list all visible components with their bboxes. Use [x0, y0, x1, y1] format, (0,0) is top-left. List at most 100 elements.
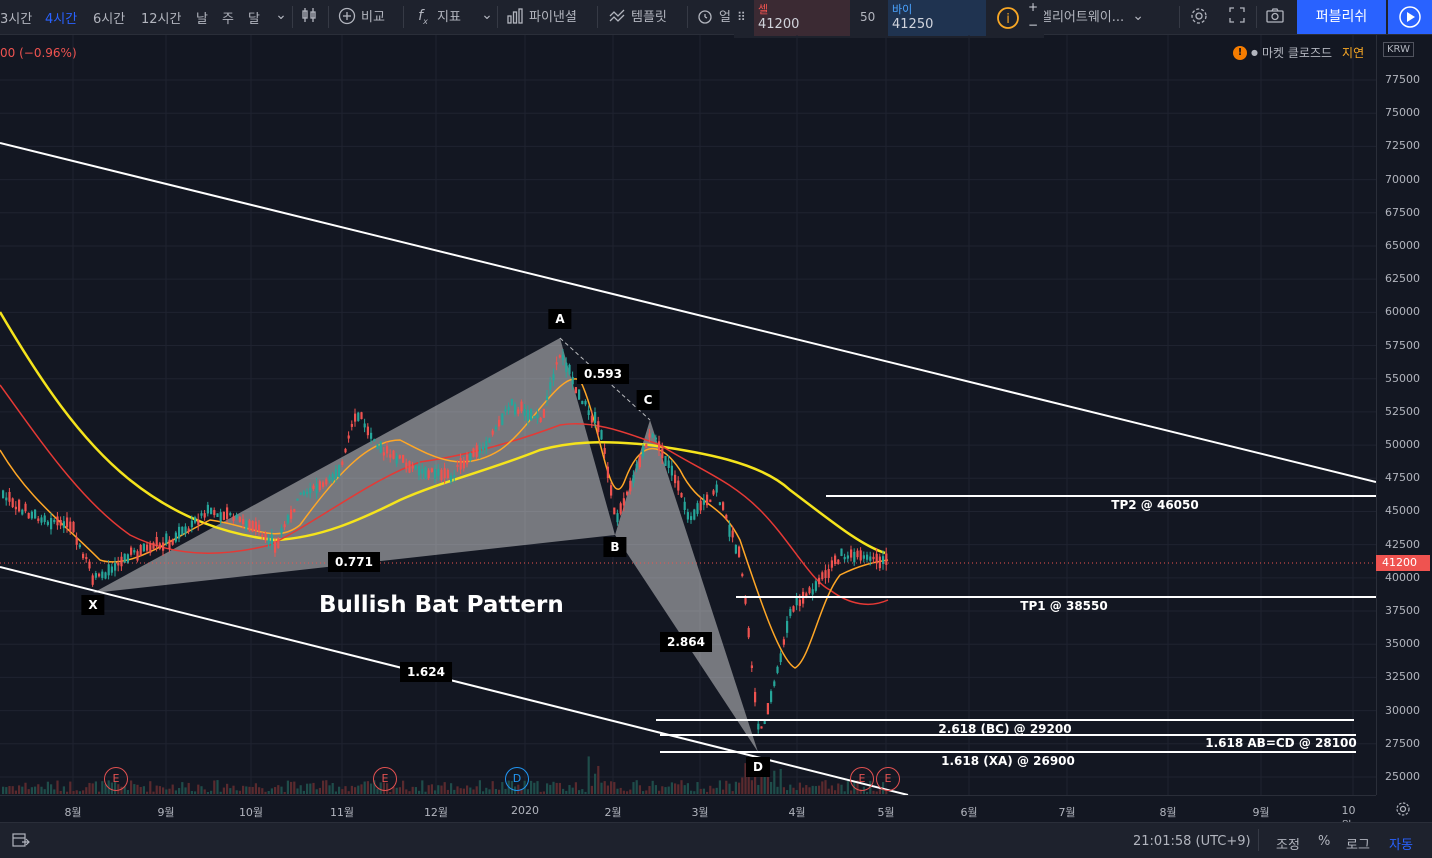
chart-canvas[interactable]	[0, 35, 1376, 795]
price-axis[interactable]: 77500 75000 72500 70000 67500 65000 62500 60000…	[1376, 35, 1432, 795]
candle-body	[46, 521, 49, 525]
play-button[interactable]	[1388, 0, 1432, 34]
volume-bar	[530, 780, 533, 794]
volume-bar	[2, 786, 5, 794]
volume-bar	[475, 786, 478, 794]
candle-body	[574, 387, 577, 394]
volume-bar	[424, 791, 427, 794]
earnings-event-marker[interactable]: E	[876, 767, 900, 791]
dividend-event-marker[interactable]: D	[505, 767, 529, 791]
candle-body	[648, 433, 651, 438]
quantity-plus-button[interactable]: +	[1028, 0, 1039, 14]
volume-bar	[677, 784, 680, 794]
snapshot-button[interactable]	[1265, 6, 1285, 24]
candle-body	[312, 485, 315, 489]
auto-toggle[interactable]: 자동	[1389, 838, 1413, 853]
candle-body	[85, 557, 88, 560]
volume-bar	[798, 782, 801, 794]
date-range-button[interactable]	[12, 832, 30, 852]
settings-button[interactable]	[1189, 6, 1209, 26]
volume-bar	[165, 789, 168, 794]
time-tick-label: 9월	[1252, 806, 1270, 819]
volume-bar	[494, 789, 497, 794]
volume-bar	[235, 790, 238, 794]
candle-body	[443, 468, 446, 479]
percent-toggle[interactable]: %	[1318, 834, 1331, 849]
candle-body	[642, 446, 645, 457]
quantity-minus-button[interactable]: −	[1028, 18, 1039, 32]
volume-bar	[491, 781, 494, 794]
adjust-toggle[interactable]: 조정	[1276, 838, 1300, 853]
indicators-dropdown[interactable]: ⌄	[478, 6, 496, 24]
price-tick-label: 57500	[1385, 338, 1420, 352]
candle-body	[786, 620, 789, 633]
price-tick-label: 62500	[1385, 272, 1420, 286]
earnings-event-marker[interactable]: E	[373, 767, 397, 791]
timeframe-day[interactable]: 날	[196, 12, 208, 27]
log-toggle[interactable]: 로그	[1346, 838, 1370, 853]
time-axis[interactable]: 8월9월10월11월12월20202월3월4월5월6월7월8월9월10월	[0, 795, 1410, 832]
timeframe-12h[interactable]: 12시간	[141, 12, 182, 27]
candle-body	[203, 513, 206, 518]
timeframe-4h[interactable]: 4시간	[45, 12, 78, 27]
candle-body	[619, 503, 622, 514]
candle-body	[325, 479, 328, 485]
axis-settings-button[interactable]	[1395, 801, 1411, 821]
candle-body	[469, 453, 472, 461]
timeframe-week[interactable]: 주	[222, 12, 234, 27]
templates-icon	[609, 9, 625, 22]
volume-bar	[267, 790, 270, 794]
timeframe-6h[interactable]: 6시간	[93, 12, 126, 27]
timeframe-dropdown[interactable]: ⌄	[272, 6, 290, 24]
volume-bar	[120, 786, 123, 794]
volume-bar	[830, 785, 833, 794]
earnings-event-marker[interactable]: E	[850, 767, 874, 791]
indicators-button[interactable]: fx 지표	[414, 6, 461, 26]
candle-body	[462, 460, 465, 469]
candle-body	[277, 538, 280, 548]
volume-bar	[50, 784, 53, 794]
fullscreen-button[interactable]	[1228, 6, 1246, 24]
timeframe-3h[interactable]: 3시간	[0, 12, 33, 27]
candle-body	[363, 423, 366, 428]
candle-body	[366, 426, 369, 436]
volume-bar	[46, 781, 49, 794]
buy-button[interactable]: 바이 41250	[888, 0, 986, 36]
candle-body	[850, 549, 853, 558]
candle-body	[776, 666, 779, 673]
timeframe-month[interactable]: 달	[248, 12, 260, 27]
drag-handle-icon[interactable]: ⠿	[737, 10, 746, 24]
volume-bar	[763, 764, 766, 794]
templates-button[interactable]: 템플릿	[608, 6, 667, 25]
clock-time[interactable]: 21:01:58 (UTC+9)	[1133, 834, 1251, 849]
volume-bar	[664, 787, 667, 794]
volume-bar	[597, 765, 600, 794]
volume-bar	[808, 787, 811, 794]
volume-bar	[270, 788, 273, 794]
camera-icon	[1266, 8, 1284, 23]
candle-body	[30, 511, 33, 519]
alert-button[interactable]: 얼	[696, 6, 731, 25]
sell-button[interactable]: 셀 41200	[754, 0, 850, 36]
candle-body	[114, 563, 117, 571]
volume-bar	[802, 787, 805, 794]
layout-name-button[interactable]: 엘리어트웨이... ⌄	[1040, 6, 1147, 26]
volume-bar	[642, 791, 645, 794]
volume-bar	[555, 782, 558, 794]
pattern-ac-line	[559, 337, 651, 421]
chart-type-button[interactable]	[300, 6, 318, 24]
candle-body	[792, 606, 795, 612]
earnings-event-marker[interactable]: E	[104, 767, 128, 791]
candle-body	[603, 448, 606, 454]
candle-body	[430, 468, 433, 472]
volume-bar	[728, 783, 731, 794]
compare-button[interactable]: 비교	[338, 6, 385, 25]
volume-bar	[501, 782, 504, 794]
order-button[interactable]: i	[996, 3, 1022, 33]
financials-button[interactable]: 파이낸셜	[506, 6, 577, 25]
volume-bar	[629, 789, 632, 794]
volume-bar	[75, 790, 78, 794]
volume-bar	[139, 786, 142, 794]
candle-body	[437, 468, 440, 476]
publish-button[interactable]: 퍼블리쉬	[1297, 0, 1386, 34]
